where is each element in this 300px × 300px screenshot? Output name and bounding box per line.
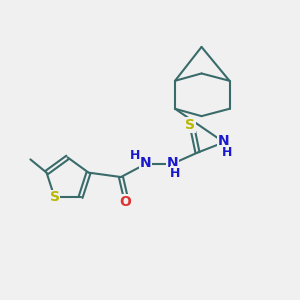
Text: N: N	[167, 156, 178, 170]
Text: S: S	[50, 190, 60, 204]
Text: S: S	[185, 118, 195, 132]
Text: O: O	[119, 195, 131, 209]
Text: H: H	[130, 149, 140, 162]
Text: N: N	[218, 134, 230, 148]
Text: N: N	[140, 156, 152, 170]
Text: H: H	[222, 146, 233, 159]
Text: H: H	[170, 167, 181, 180]
